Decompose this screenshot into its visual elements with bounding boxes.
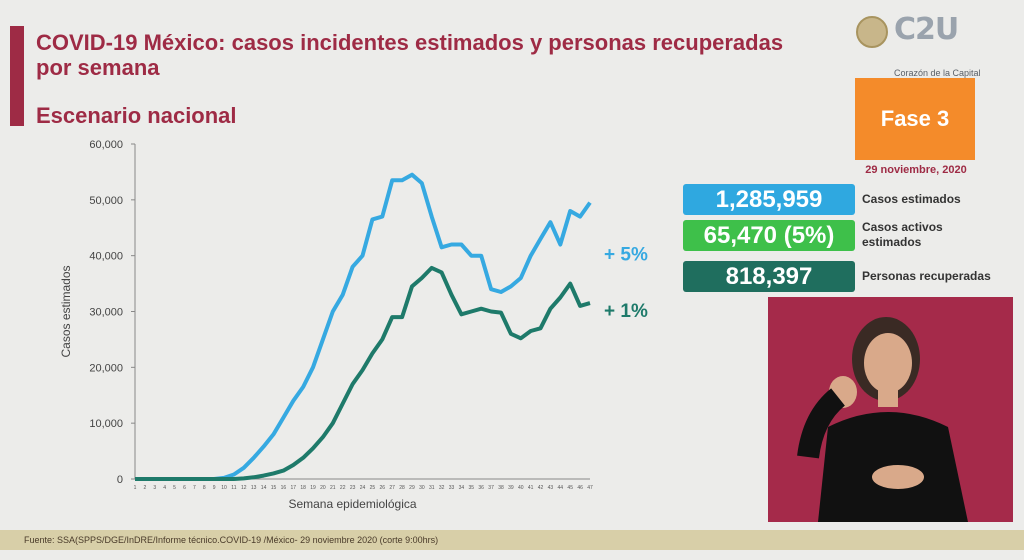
x-tick-label: 43: [548, 485, 554, 491]
x-tick-label: 11: [231, 485, 236, 491]
stat-estimated-cases-value: 1,285,959: [683, 184, 855, 215]
y-tick-label: 40,000: [89, 251, 123, 263]
x-tick-label: 19: [310, 485, 316, 491]
government-seal-icon: [856, 16, 888, 48]
x-axis-label: Semana epidemiológica: [288, 497, 416, 511]
x-tick-label: 41: [528, 485, 534, 491]
brand-logo-text: C2U: [894, 12, 959, 47]
y-tick-label: 20,000: [89, 362, 123, 374]
page-subtitle: Escenario nacional: [36, 103, 237, 128]
series-annotation-1: + 5%: [604, 245, 648, 266]
x-tick-label: 8: [203, 485, 206, 491]
x-tick-label: 27: [389, 485, 395, 491]
report-date: 29 noviembre, 2020: [865, 164, 967, 176]
y-axis-label: Casos estimados: [59, 265, 73, 357]
x-tick-label: 9: [213, 485, 216, 491]
x-tick-label: 15: [271, 485, 277, 491]
x-tick-label: 35: [469, 485, 475, 491]
x-tick-label: 47: [587, 485, 593, 491]
x-tick-label: 25: [370, 485, 376, 491]
stat-recovered-value: 818,397: [683, 261, 855, 292]
series-line-2: [135, 265, 591, 481]
stat-active-cases-value: 65,470 (5%): [683, 220, 855, 251]
y-tick-label: 60,000: [89, 139, 123, 151]
phase-badge: Fase 3: [855, 78, 975, 160]
series-line-1: [135, 172, 592, 481]
x-tick-label: 30: [419, 485, 425, 491]
y-tick-label: 0: [117, 474, 123, 486]
y-tick-label: 10,000: [89, 418, 123, 430]
brand-tagline: Corazón de la Capital: [894, 68, 981, 78]
x-tick-label: 12: [241, 485, 247, 491]
x-tick-label: 3: [153, 485, 156, 491]
series-annotation-2: + 1%: [604, 301, 648, 322]
x-tick-label: 32: [439, 485, 445, 491]
x-tick-label: 18: [300, 485, 306, 491]
x-tick-label: 29: [409, 485, 415, 491]
x-tick-label: 20: [320, 485, 326, 491]
x-tick-label: 34: [459, 485, 465, 491]
x-tick-label: 14: [261, 485, 267, 491]
logo: C2U Corazón de la Capital: [850, 10, 1020, 80]
x-tick-label: 6: [183, 485, 186, 491]
x-tick-label: 16: [281, 485, 287, 491]
x-tick-label: 28: [399, 485, 405, 491]
x-tick-label: 36: [478, 485, 484, 491]
x-tick-label: 24: [360, 485, 366, 491]
x-tick-label: 13: [251, 485, 257, 491]
interpreter-figure: [797, 317, 968, 522]
x-tick-label: 31: [429, 485, 435, 491]
x-tick-label: 1: [134, 485, 137, 491]
x-tick-label: 2: [144, 485, 147, 491]
page-title: COVID-19 México: casos incidentes estima…: [36, 30, 784, 80]
x-tick-label: 42: [538, 485, 544, 491]
x-tick-label: 7: [193, 485, 196, 491]
sign-language-interpreter-video: [768, 297, 1013, 522]
stat-estimated-cases-label: Casos estimados: [862, 192, 961, 206]
x-tick-label: 26: [380, 485, 386, 491]
x-tick-label: 10: [221, 485, 227, 491]
accent-bar: [10, 26, 24, 126]
x-tick-label: 38: [498, 485, 504, 491]
x-tick-label: 37: [488, 485, 494, 491]
x-tick-label: 22: [340, 485, 346, 491]
x-tick-label: 46: [577, 485, 583, 491]
x-tick-label: 5: [173, 485, 176, 491]
x-tick-label: 45: [567, 485, 573, 491]
stat-active-cases-label: Casos activos estimados: [862, 220, 943, 249]
x-tick-label: 21: [330, 485, 336, 491]
stat-recovered-label: Personas recuperadas: [862, 269, 991, 283]
source-footer: Fuente: SSA(SPPS/DGE/InDRE/Informe técni…: [0, 530, 1024, 550]
x-tick-label: 40: [518, 485, 524, 491]
x-tick-label: 39: [508, 485, 514, 491]
x-tick-label: 33: [449, 485, 455, 491]
y-tick-label: 30,000: [89, 307, 123, 319]
x-tick-label: 23: [350, 485, 356, 491]
x-tick-label: 4: [163, 485, 166, 491]
x-tick-label: 17: [290, 485, 296, 491]
x-tick-label: 44: [558, 485, 564, 491]
y-tick-label: 50,000: [89, 195, 123, 207]
